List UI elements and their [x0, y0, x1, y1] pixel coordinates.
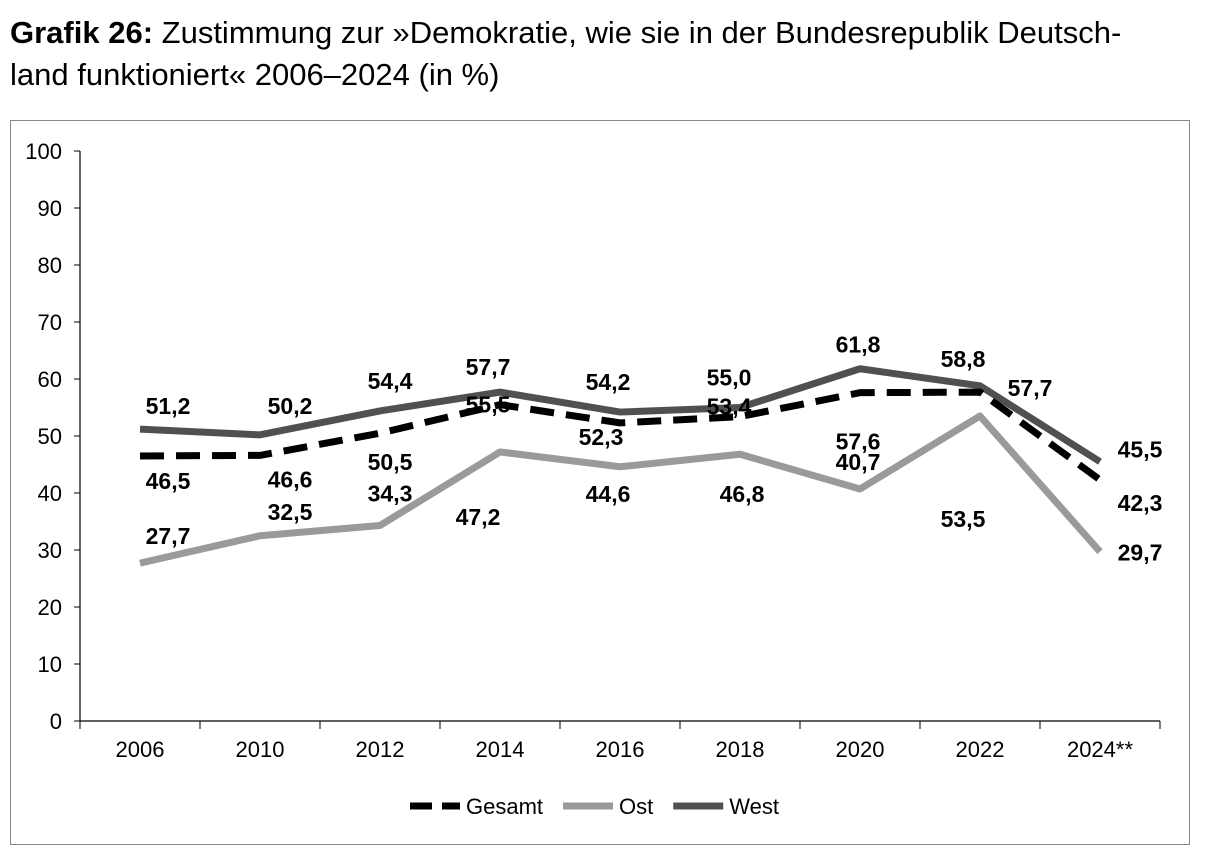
data-label-west: 55,0 — [707, 365, 752, 391]
data-label-gesamt: 42,3 — [1118, 490, 1163, 516]
x-tick-label: 2010 — [236, 737, 285, 762]
data-label-ost: 47,2 — [456, 504, 501, 530]
data-label-ost: 44,6 — [586, 481, 631, 507]
data-label-west: 54,4 — [368, 368, 413, 394]
data-label-gesamt: 53,4 — [707, 394, 752, 420]
y-tick-label: 90 — [38, 196, 62, 221]
x-tick-label: 2014 — [476, 737, 525, 762]
y-tick-label: 70 — [38, 310, 62, 335]
data-label-ost: 46,8 — [720, 481, 765, 507]
data-label-gesamt: 46,6 — [268, 466, 313, 492]
y-tick-label: 100 — [25, 139, 62, 164]
x-tick-label: 2018 — [716, 737, 765, 762]
y-tick-label: 80 — [38, 253, 62, 278]
y-tick-label: 0 — [50, 709, 62, 734]
x-tick-label: 2022 — [956, 737, 1005, 762]
x-tick-label: 2012 — [356, 737, 405, 762]
data-label-gesamt: 52,3 — [579, 424, 624, 450]
y-tick-label: 10 — [38, 652, 62, 677]
data-label-gesamt: 55,5 — [466, 392, 511, 418]
x-tick-label: 2016 — [596, 737, 645, 762]
data-label-ost: 32,5 — [268, 499, 313, 525]
x-tick-label: 2024** — [1067, 737, 1134, 762]
data-label-ost: 34,3 — [368, 480, 413, 506]
legend-label-gesamt: Gesamt — [466, 794, 543, 819]
data-label-gesamt: 50,5 — [368, 449, 413, 475]
data-label-west: 58,8 — [941, 346, 986, 372]
legend-label-ost: Ost — [619, 794, 653, 819]
chart-title: Grafik 26: Zustimmung zur »Demokratie, w… — [10, 12, 1121, 96]
title-line-1: Zustimmung zur »Demokratie, wie sie in d… — [161, 15, 1122, 50]
data-label-ost: 53,5 — [941, 506, 986, 532]
data-label-west: 57,7 — [466, 354, 511, 380]
data-label-west: 51,2 — [146, 393, 191, 419]
data-label-west: 61,8 — [836, 332, 881, 358]
data-label-west: 50,2 — [268, 393, 313, 419]
data-label-ost: 40,7 — [836, 449, 881, 475]
y-tick-label: 30 — [38, 538, 62, 563]
title-prefix: Grafik 26: — [10, 15, 154, 50]
chart-frame — [10, 120, 1190, 845]
data-label-gesamt: 57,7 — [1008, 375, 1053, 401]
y-tick-label: 40 — [38, 481, 62, 506]
x-tick-label: 2006 — [116, 737, 165, 762]
y-tick-label: 60 — [38, 367, 62, 392]
data-label-gesamt: 46,5 — [146, 468, 191, 494]
data-label-ost: 29,7 — [1118, 540, 1163, 566]
data-label-west: 54,2 — [586, 369, 631, 395]
data-label-gesamt: 57,6 — [836, 429, 881, 455]
data-label-west: 45,5 — [1118, 437, 1163, 463]
y-tick-label: 20 — [38, 595, 62, 620]
title-line-2: land funktioniert« 2006–2024 (in %) — [10, 57, 500, 92]
x-tick-label: 2020 — [836, 737, 885, 762]
legend-label-west: West — [729, 794, 779, 819]
data-label-ost: 27,7 — [146, 523, 191, 549]
y-tick-label: 50 — [38, 424, 62, 449]
